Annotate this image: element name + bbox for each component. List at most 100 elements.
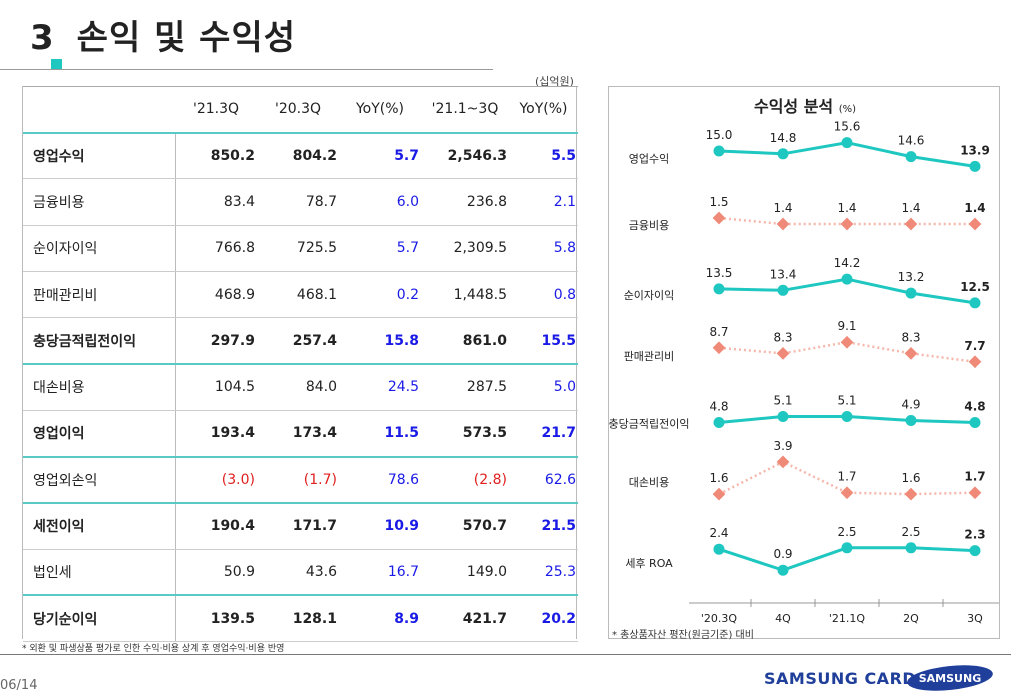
cell-v2: 78.7 [257, 178, 339, 226]
page-number: 06/14 [0, 678, 38, 693]
chart-title-text: 수익성 분석 [753, 97, 834, 116]
data-point [968, 355, 982, 369]
data-label: 12.5 [960, 280, 990, 294]
x-tick-label: 4Q [775, 612, 791, 625]
cell-v2: 468.1 [257, 271, 339, 319]
cell-yoy1: 5.7 [339, 225, 421, 272]
table-row: 충당금적립전이익 297.9 257.4 15.8 861.0 15.5 [23, 317, 578, 365]
cell-v1: (3.0) [175, 456, 257, 504]
cell-yoy1: 24.5 [339, 363, 421, 411]
data-label: 13.4 [770, 267, 797, 281]
table-row: 당기순이익 139.5 128.1 8.9 421.7 20.2 [23, 595, 578, 643]
series-label: 세후 ROA [625, 557, 673, 570]
data-point [776, 217, 790, 231]
cell-v2: 725.5 [257, 225, 339, 272]
x-tick-label: '21.1Q [829, 612, 866, 625]
row-label: 순이자이익 [23, 225, 176, 272]
income-table: '21.3Q '20.3Q YoY(%) '21.1~3Q YoY(%) 영업수익 850… [23, 86, 578, 643]
data-point [904, 487, 918, 501]
x-tick-label: 3Q [967, 612, 983, 625]
row-label: 판매관리비 [23, 271, 176, 319]
cell-yoy2: 21.7 [509, 410, 578, 458]
data-label: 15.6 [834, 120, 861, 134]
data-point [904, 347, 918, 360]
table-row: 순이자이익 766.8 725.5 5.7 2,309.5 5.8 [23, 225, 578, 272]
data-point [905, 542, 917, 554]
data-label: 1.4 [901, 201, 920, 215]
chart-svg: 영업수익 15.0 14.8 15.6 14.6 13.9 금융비용 1.5 1.4 1.4 1.4… [609, 120, 999, 625]
cell-yoy1: 11.5 [339, 410, 421, 458]
chart-title: 수익성 분석 (%) [609, 93, 1001, 117]
data-point [841, 542, 853, 554]
cell-yoy1: 5.7 [339, 132, 421, 180]
logo-text: SAMSUNG [919, 672, 981, 685]
cell-v3: (2.8) [421, 456, 509, 504]
table-row: 금융비용 83.4 78.7 6.0 236.8 2.1 [23, 178, 578, 226]
table-row: 법인세 50.9 43.6 16.7 149.0 25.3 [23, 549, 578, 597]
cell-v3: 570.7 [421, 502, 509, 550]
cell-v1: 468.9 [175, 271, 257, 319]
row-label: 세전이익 [23, 502, 176, 550]
cell-v1: 193.4 [175, 410, 257, 458]
data-label: 14.8 [770, 131, 797, 145]
cell-v2: 257.4 [257, 317, 339, 365]
data-point [713, 283, 725, 295]
cell-v3: 287.5 [421, 363, 509, 411]
data-point [904, 217, 918, 231]
table-header-cell: '21.3Q [175, 86, 257, 134]
data-point [712, 487, 726, 501]
data-label: 2.3 [964, 528, 985, 542]
data-point [777, 148, 789, 160]
data-label: 8.3 [773, 330, 792, 344]
cell-yoy1: 78.6 [339, 456, 421, 504]
page-title: 3 손익 및 수익성 [30, 10, 296, 59]
section-title: 손익 및 수익성 [76, 18, 297, 58]
data-label: 7.7 [964, 339, 985, 353]
row-label: 영업수익 [23, 132, 176, 180]
data-label: 8.3 [901, 330, 920, 344]
cell-yoy2: 15.5 [509, 317, 578, 365]
data-label: 14.2 [834, 256, 861, 270]
series-label: 순이자이익 [624, 289, 675, 302]
data-label: 1.6 [709, 471, 728, 485]
cell-yoy2: 21.5 [509, 502, 578, 550]
data-point [777, 284, 789, 296]
data-label: 9.1 [837, 319, 856, 333]
data-label: 3.9 [773, 439, 792, 453]
series-label: 판매관리비 [624, 350, 675, 363]
cell-v3: 421.7 [421, 595, 509, 643]
cell-v1: 50.9 [175, 549, 257, 597]
series-label: 대손비용 [629, 476, 669, 489]
table-row: 영업이익 193.4 173.4 11.5 573.5 21.7 [23, 410, 578, 458]
cell-yoy2: 5.5 [509, 132, 578, 180]
data-point [713, 417, 725, 428]
row-label: 영업외손익 [23, 456, 176, 504]
data-point [905, 287, 917, 299]
row-label: 대손비용 [23, 363, 176, 411]
x-tick-label: '20.3Q [701, 612, 738, 625]
unit-label: (십억원) [535, 75, 574, 88]
data-point [969, 160, 981, 172]
row-label: 당기순이익 [23, 595, 176, 643]
table-row: 영업수익 850.2 804.2 5.7 2,546.3 5.5 [23, 132, 578, 180]
cell-v1: 104.5 [175, 363, 257, 411]
cell-v1: 83.4 [175, 178, 257, 226]
data-point [968, 486, 982, 500]
title-accent-square [51, 59, 62, 70]
series-label: 영업수익 [629, 153, 669, 166]
data-label: 0.9 [773, 547, 792, 561]
data-point [840, 217, 854, 231]
table-row: 판매관리비 468.9 468.1 0.2 1,448.5 0.8 [23, 271, 578, 319]
table-header-cell [23, 86, 175, 134]
data-point [840, 486, 854, 500]
section-number: 3 [30, 18, 55, 58]
data-label: 2.4 [709, 526, 728, 540]
profitability-chart: 수익성 분석 (%) 영업수익 15.0 14.8 15.6 14.6 13.9 금융비용 1… [608, 86, 1000, 639]
series-label: 금융비용 [629, 219, 669, 232]
samsung-logo: SAMSUNG [907, 665, 993, 691]
data-point [969, 297, 981, 309]
table-header-row: '21.3Q '20.3Q YoY(%) '21.1~3Q YoY(%) [23, 86, 578, 134]
cell-v1: 190.4 [175, 502, 257, 550]
cell-v2: 84.0 [257, 363, 339, 411]
cell-v2: (1.7) [257, 456, 339, 504]
